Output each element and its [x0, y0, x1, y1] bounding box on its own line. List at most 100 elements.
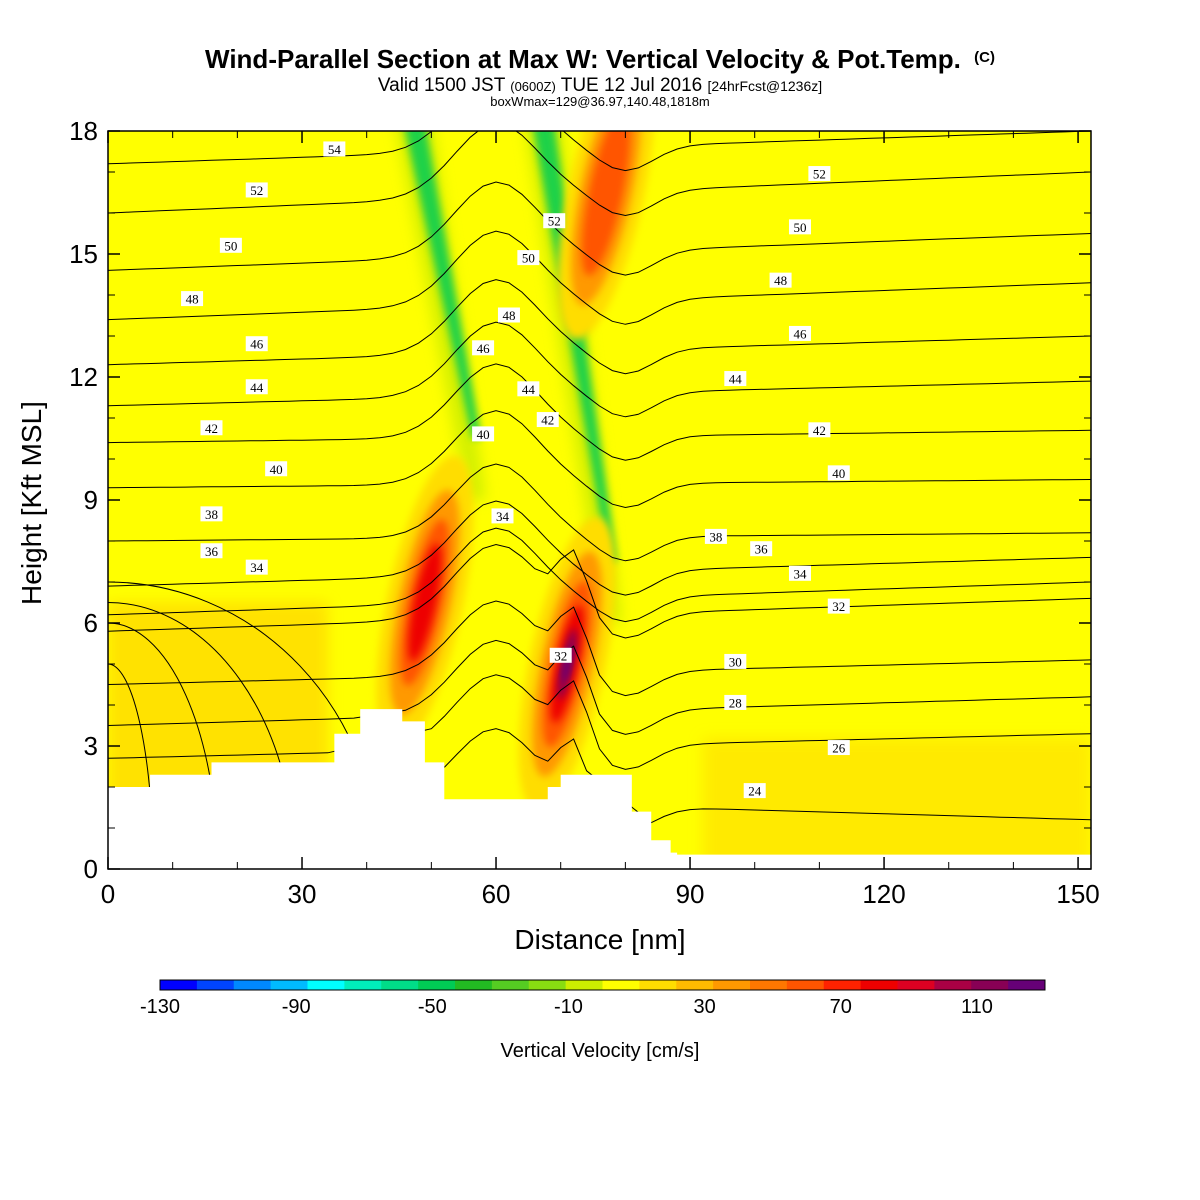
y-tick-label: 9	[84, 485, 98, 515]
contour-label-bg	[472, 340, 495, 356]
contour-labels: 24 26 28 30 32 32 34 34 34 36 36 38 38 40 40 40 42 42 42 44…	[181, 141, 850, 799]
contour-label-bg	[245, 182, 268, 198]
chart-title: Wind-Parallel Section at Max W: Vertical…	[205, 44, 995, 74]
subtitle-date: TUE 12 Jul 2016	[561, 75, 703, 96]
colorbar-swatch	[270, 980, 308, 990]
contour-label-48: 48	[181, 291, 204, 307]
contour-label-bg	[536, 412, 559, 428]
contour-label-text: 36	[755, 542, 769, 557]
theta-contour-40	[108, 410, 1091, 509]
colorbar-swatch	[1008, 980, 1046, 990]
downdraft-band-1	[397, 131, 486, 500]
theta-contour-30	[108, 600, 1091, 697]
contour-label-text: 50	[793, 220, 806, 235]
contour-label-32: 32	[549, 647, 572, 663]
colorbar-swatch	[639, 980, 677, 990]
theta-contour-48	[108, 230, 1091, 325]
contour-label-bg	[245, 379, 268, 395]
terrain	[108, 709, 1091, 869]
theta-contour-34	[108, 527, 1091, 623]
contour-label-bg	[827, 465, 850, 481]
contour-label-44: 44	[724, 371, 747, 387]
contour-label-bg	[245, 559, 268, 575]
colorbar-tick-label: -50	[418, 996, 447, 1018]
x-tick-label: 60	[482, 879, 511, 909]
y-tick-label: 0	[84, 854, 98, 884]
copyright-mark: (C)	[974, 49, 995, 66]
colorbar-swatch	[491, 980, 530, 990]
contour-label-24: 24	[743, 783, 766, 799]
colorbar-swatch	[307, 980, 345, 990]
contour-label-bg	[245, 336, 268, 352]
colorbar-swatch	[455, 980, 493, 990]
theta-contour-42	[108, 363, 1091, 461]
contour-label-bg	[265, 461, 288, 477]
contour-label-text: 40	[270, 462, 283, 477]
contour-label-38: 38	[704, 528, 727, 544]
contour-label-text: 40	[477, 427, 490, 442]
contour-label-bg	[472, 426, 495, 442]
contour-label-bg	[750, 541, 773, 557]
contour-label-32: 32	[827, 598, 850, 614]
subtitle-valid: Valid 1500 JST	[378, 75, 506, 96]
colorbar-swatch	[565, 980, 603, 990]
colorbar-tick-label: 110	[961, 996, 993, 1018]
contour-label-text: 52	[548, 214, 561, 229]
x-tick-label: 0	[101, 879, 115, 909]
contour-label-34: 34	[491, 508, 514, 524]
downdraft-core-2	[533, 131, 617, 562]
contour-label-text: 50	[224, 238, 237, 253]
colorbar-swatch	[971, 980, 1009, 990]
contour-label-text: 44	[522, 382, 536, 397]
contour-label-48: 48	[769, 272, 792, 288]
contour-label-38: 38	[200, 506, 223, 522]
potential-temperature-contours	[108, 131, 1091, 869]
contour-label-text: 40	[832, 466, 845, 481]
colorbar-swatch	[676, 980, 714, 990]
y-tick-label: 6	[84, 608, 98, 638]
colorbar-swatch	[381, 980, 419, 990]
contour-label-text: 52	[250, 183, 263, 198]
theta-contour-32	[108, 543, 1091, 639]
contour-label-40: 40	[265, 461, 288, 477]
contour-label-text: 38	[205, 507, 218, 522]
contour-label-text: 46	[793, 326, 807, 341]
contour-label-42: 42	[808, 422, 831, 438]
vertical-velocity-field	[108, 131, 1091, 869]
colorbar-swatch	[602, 980, 640, 990]
contour-label-text: 24	[748, 784, 762, 799]
contour-label-text: 32	[554, 648, 567, 663]
colorbar-outline	[159, 979, 1046, 991]
subtitle-forecast: [24hrFcst@1236z]	[708, 78, 823, 94]
contour-label-text: 48	[774, 273, 787, 288]
updraft-core-1-level-4	[408, 543, 442, 662]
contour-label-bg	[704, 528, 727, 544]
contour-label-bg	[788, 219, 811, 235]
contour-label-text: 34	[496, 509, 510, 524]
y-tick-label: 3	[84, 731, 98, 761]
contour-label-text: 36	[205, 544, 219, 559]
contour-label-text: 34	[250, 560, 264, 575]
x-tick-label: 90	[676, 879, 705, 909]
contour-label-40: 40	[472, 426, 495, 442]
chart-subtitle-box: boxWmax=129@36.97,140.48,1818m	[490, 94, 710, 109]
colorbar-tick-label: -10	[554, 996, 583, 1018]
contour-label-bg	[200, 543, 223, 559]
contour-label-46: 46	[472, 340, 495, 356]
contour-label-text: 42	[541, 413, 554, 428]
contour-label-bg	[549, 647, 572, 663]
contour-label-text: 44	[729, 372, 743, 387]
theta-contour-44	[108, 321, 1091, 418]
contour-label-text: 46	[250, 337, 264, 352]
y-tick-label: 15	[69, 239, 98, 269]
contour-label-36: 36	[750, 541, 773, 557]
contour-label-text: 26	[832, 741, 846, 756]
subtitle-utc: (0600Z)	[510, 79, 556, 94]
chart-subtitle: Valid 1500 JST (0600Z) TUE 12 Jul 2016 […	[378, 75, 822, 96]
contour-label-bg	[517, 250, 540, 266]
contour-label-bg	[788, 325, 811, 341]
colorbar-tick-label: -130	[140, 996, 180, 1018]
contour-label-text: 48	[186, 292, 199, 307]
contour-label-text: 30	[729, 654, 742, 669]
